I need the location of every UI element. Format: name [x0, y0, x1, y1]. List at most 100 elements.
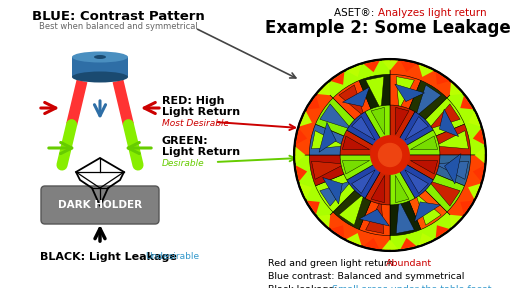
Text: Best when balanced and symmetrical: Best when balanced and symmetrical [38, 22, 197, 31]
Wedge shape [359, 155, 390, 236]
Polygon shape [450, 82, 463, 95]
Text: BLACK: Light Leakage: BLACK: Light Leakage [40, 252, 177, 262]
Ellipse shape [72, 52, 128, 62]
Polygon shape [330, 225, 345, 238]
Text: Desirable: Desirable [162, 159, 205, 168]
Polygon shape [295, 147, 306, 163]
Text: GREEN:: GREEN: [162, 136, 208, 146]
FancyBboxPatch shape [41, 186, 159, 224]
Polygon shape [359, 209, 389, 226]
Polygon shape [343, 160, 370, 174]
Polygon shape [320, 181, 352, 206]
Circle shape [371, 136, 409, 174]
Bar [72, 57, 128, 77]
Text: Black leakage:: Black leakage: [268, 285, 340, 288]
Polygon shape [405, 117, 429, 140]
Wedge shape [309, 124, 390, 155]
Wedge shape [333, 81, 390, 155]
Wedge shape [390, 60, 457, 155]
Polygon shape [473, 165, 484, 182]
Polygon shape [323, 177, 343, 204]
Wedge shape [390, 155, 457, 250]
Circle shape [294, 59, 486, 251]
Polygon shape [400, 238, 417, 249]
Polygon shape [435, 131, 468, 149]
Polygon shape [339, 193, 365, 225]
Text: Abundant: Abundant [386, 259, 432, 268]
Polygon shape [366, 200, 384, 234]
Polygon shape [339, 85, 365, 117]
Polygon shape [311, 131, 345, 149]
Wedge shape [365, 105, 390, 155]
Wedge shape [365, 155, 390, 205]
Polygon shape [320, 104, 352, 129]
Wedge shape [390, 88, 485, 155]
Polygon shape [343, 136, 370, 149]
Polygon shape [460, 95, 474, 109]
Polygon shape [436, 225, 450, 238]
Polygon shape [435, 161, 468, 179]
Polygon shape [414, 202, 440, 222]
Polygon shape [405, 170, 429, 194]
Polygon shape [307, 95, 320, 109]
Text: Most Desirable: Most Desirable [162, 119, 229, 128]
Wedge shape [340, 155, 390, 180]
Wedge shape [390, 155, 421, 236]
Polygon shape [396, 77, 414, 110]
Polygon shape [444, 154, 461, 184]
Circle shape [378, 143, 401, 166]
Polygon shape [319, 122, 336, 152]
Wedge shape [359, 74, 390, 155]
Wedge shape [315, 155, 390, 212]
Polygon shape [295, 165, 307, 182]
Polygon shape [411, 160, 438, 174]
Ellipse shape [94, 55, 106, 59]
Text: Analyzes light return: Analyzes light return [378, 8, 486, 18]
Wedge shape [390, 155, 447, 230]
Polygon shape [418, 233, 434, 246]
Wedge shape [390, 130, 440, 155]
Wedge shape [323, 60, 390, 155]
Polygon shape [460, 201, 474, 215]
Ellipse shape [72, 71, 128, 82]
Wedge shape [347, 112, 390, 155]
Wedge shape [390, 81, 447, 155]
Polygon shape [346, 233, 361, 246]
Polygon shape [396, 200, 414, 234]
Text: Light Return: Light Return [162, 147, 240, 157]
Polygon shape [307, 201, 320, 215]
Wedge shape [390, 98, 464, 155]
Polygon shape [450, 215, 463, 228]
Polygon shape [317, 82, 330, 95]
Wedge shape [390, 112, 433, 155]
Text: Light Return: Light Return [162, 107, 240, 117]
Polygon shape [381, 240, 398, 250]
Text: Undesirable: Undesirable [145, 252, 199, 261]
Polygon shape [468, 183, 481, 199]
Polygon shape [395, 84, 424, 102]
Text: BLUE: Contrast Pattern: BLUE: Contrast Pattern [32, 10, 204, 23]
Wedge shape [390, 155, 485, 222]
Wedge shape [347, 155, 390, 198]
Wedge shape [390, 155, 440, 180]
Wedge shape [390, 155, 415, 205]
Polygon shape [352, 170, 375, 194]
Polygon shape [364, 60, 380, 72]
Polygon shape [346, 64, 361, 77]
Polygon shape [364, 238, 380, 249]
Polygon shape [300, 183, 312, 199]
Polygon shape [416, 85, 441, 117]
Text: RED: High: RED: High [162, 96, 224, 106]
Polygon shape [436, 72, 450, 85]
Wedge shape [390, 124, 471, 155]
Polygon shape [381, 60, 398, 71]
Polygon shape [468, 111, 481, 126]
Polygon shape [300, 111, 312, 126]
Wedge shape [390, 155, 471, 186]
Polygon shape [429, 181, 460, 206]
Wedge shape [390, 155, 464, 212]
Wedge shape [309, 155, 390, 186]
Polygon shape [371, 175, 385, 203]
Text: Blue contrast: Balanced and symmetrical: Blue contrast: Balanced and symmetrical [268, 272, 464, 281]
Wedge shape [315, 98, 390, 155]
